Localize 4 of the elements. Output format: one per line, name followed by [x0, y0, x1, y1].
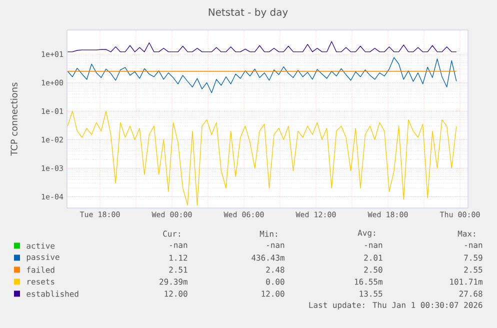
- line-series: [67, 110, 457, 206]
- line-series: [67, 57, 457, 94]
- chart-title: Netstat - by day: [208, 8, 288, 18]
- y-axis-title: TCP connections: [10, 82, 18, 156]
